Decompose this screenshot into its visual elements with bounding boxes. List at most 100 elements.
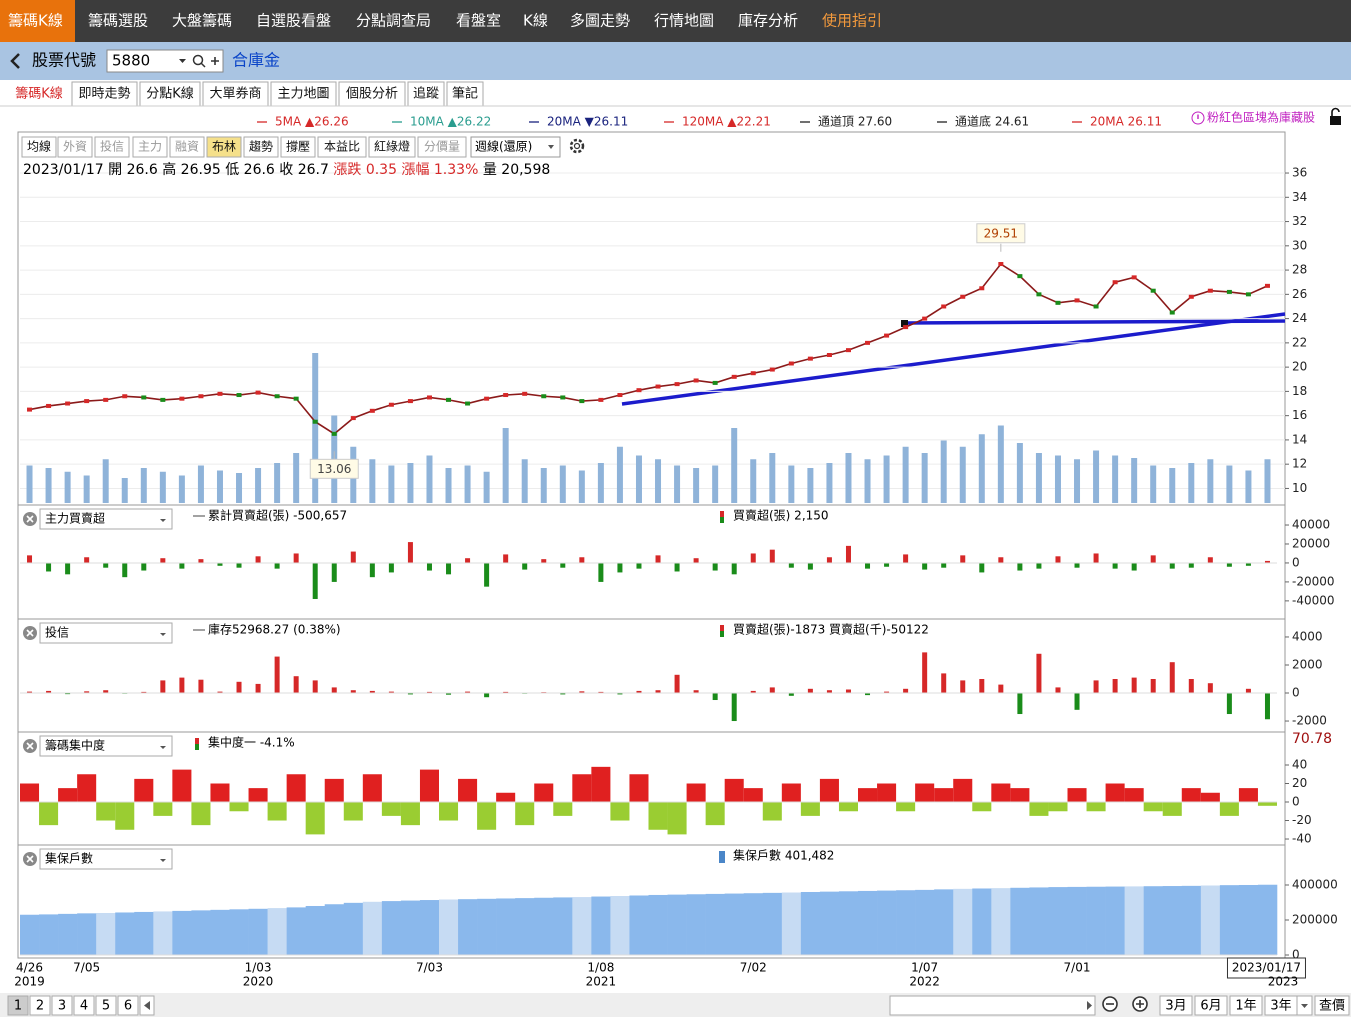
subtab[interactable] xyxy=(270,81,337,107)
page-button[interactable] xyxy=(73,995,95,1016)
page-button[interactable] xyxy=(95,995,117,1016)
range-button[interactable] xyxy=(1159,995,1193,1016)
nav-tab[interactable]: 看盤室 xyxy=(456,12,501,30)
net-bar xyxy=(160,680,166,694)
indicator-button[interactable] xyxy=(169,136,205,158)
subtab[interactable] xyxy=(71,81,138,107)
add-icon[interactable] xyxy=(211,57,219,65)
close-candle xyxy=(1017,274,1023,279)
nav-tab[interactable]: 庫存分析 xyxy=(738,12,798,30)
indicator-button[interactable] xyxy=(280,136,316,158)
concentration-area xyxy=(553,802,573,816)
indicator-button[interactable] xyxy=(417,136,467,158)
indicator-button[interactable] xyxy=(317,136,367,158)
close-candle xyxy=(807,356,813,361)
concentration-area xyxy=(819,778,839,803)
net-bar xyxy=(617,693,623,695)
nav-tab[interactable]: 使用指引 xyxy=(822,12,882,30)
nav-tab[interactable]: K線 xyxy=(523,12,548,30)
period-select[interactable] xyxy=(470,136,561,158)
concentration-area xyxy=(267,802,287,821)
indicator-button[interactable] xyxy=(206,136,242,158)
close-candle xyxy=(84,399,90,404)
query-button[interactable] xyxy=(1314,995,1350,1016)
subtab[interactable] xyxy=(7,81,71,107)
top-nav xyxy=(0,0,1351,42)
panel-select[interactable] xyxy=(39,508,173,530)
net-bar xyxy=(274,562,280,569)
settings-icon[interactable] xyxy=(569,138,585,154)
holders-column xyxy=(572,897,592,956)
volume-bar xyxy=(1245,470,1252,503)
concentration-area xyxy=(286,774,306,803)
panel-select[interactable] xyxy=(39,848,173,870)
volume-bar xyxy=(464,465,471,503)
nav-tab[interactable]: 行情地圖 xyxy=(654,12,714,30)
net-bar xyxy=(1188,679,1194,694)
close-candle xyxy=(979,286,985,291)
search-icon[interactable] xyxy=(192,54,204,66)
page-label: 2 xyxy=(36,999,44,1014)
holders-column xyxy=(267,908,287,956)
holders-column xyxy=(915,889,935,956)
nav-tab[interactable]: 自選股看盤 xyxy=(256,12,331,30)
holders-column xyxy=(1181,885,1202,956)
close-candle xyxy=(1131,275,1137,280)
nav-tab[interactable]: 分點調查局 xyxy=(356,12,431,30)
page-button[interactable] xyxy=(117,995,139,1016)
concentration-area xyxy=(1219,802,1239,816)
net-bar xyxy=(1074,562,1080,568)
range-button[interactable] xyxy=(1229,995,1263,1016)
y-tick-label: -40000 xyxy=(1292,593,1335,607)
net-bar xyxy=(1055,556,1061,563)
nav-tab[interactable]: 多圖走勢 xyxy=(570,12,630,30)
subtab[interactable] xyxy=(139,81,201,107)
close-candle xyxy=(941,304,947,309)
subtab[interactable] xyxy=(446,81,484,107)
panel-select[interactable] xyxy=(39,622,173,644)
subtab[interactable] xyxy=(202,81,269,107)
page-button[interactable] xyxy=(7,995,29,1016)
page-button[interactable] xyxy=(51,995,73,1016)
nav-tab[interactable]: 籌碼選股 xyxy=(88,12,148,30)
net-bar xyxy=(1226,562,1232,567)
holders-column xyxy=(648,894,668,956)
net-bar xyxy=(655,555,661,563)
holders-column xyxy=(286,907,306,956)
indicator-button[interactable] xyxy=(132,136,168,158)
panel-select[interactable] xyxy=(39,735,173,757)
concentration-area xyxy=(248,788,268,803)
net-bar xyxy=(236,681,242,694)
close-candle xyxy=(788,361,794,366)
concentration-area xyxy=(400,802,420,826)
y-tick-label: 0 xyxy=(1292,686,1300,700)
page-button[interactable] xyxy=(29,995,51,1016)
x-tick-label: 1/07 xyxy=(911,961,938,975)
close-candle xyxy=(388,402,394,407)
holders-column xyxy=(134,911,154,956)
range-button[interactable] xyxy=(1194,995,1228,1016)
indicator-button[interactable] xyxy=(94,136,130,158)
lock-icon[interactable] xyxy=(1330,116,1341,125)
subtab[interactable] xyxy=(407,81,445,107)
scroll-box[interactable] xyxy=(889,995,1096,1016)
subtab[interactable] xyxy=(338,81,406,107)
back-icon[interactable] xyxy=(10,53,20,69)
volume-bar xyxy=(731,428,738,503)
indicator-button[interactable] xyxy=(21,136,57,158)
concentration-area xyxy=(210,783,230,803)
nav-tab[interactable]: 籌碼K線 xyxy=(8,12,63,30)
stock-input[interactable] xyxy=(106,49,224,73)
holders-column xyxy=(1200,885,1221,956)
legend-label: 5MA ▲26.26 xyxy=(275,115,349,129)
indicator-button[interactable] xyxy=(368,136,416,158)
nav-tab[interactable]: 大盤籌碼 xyxy=(172,12,232,30)
high-label: 29.51 xyxy=(984,226,1018,240)
indicator-button[interactable] xyxy=(243,136,279,158)
close-candle xyxy=(350,416,356,421)
info-date: 2023/01/17 xyxy=(23,162,104,178)
indicator-button[interactable] xyxy=(57,136,93,158)
subtab-label: 大單券商 xyxy=(209,86,261,102)
net-bar xyxy=(1112,679,1118,694)
close-candle xyxy=(179,396,185,401)
